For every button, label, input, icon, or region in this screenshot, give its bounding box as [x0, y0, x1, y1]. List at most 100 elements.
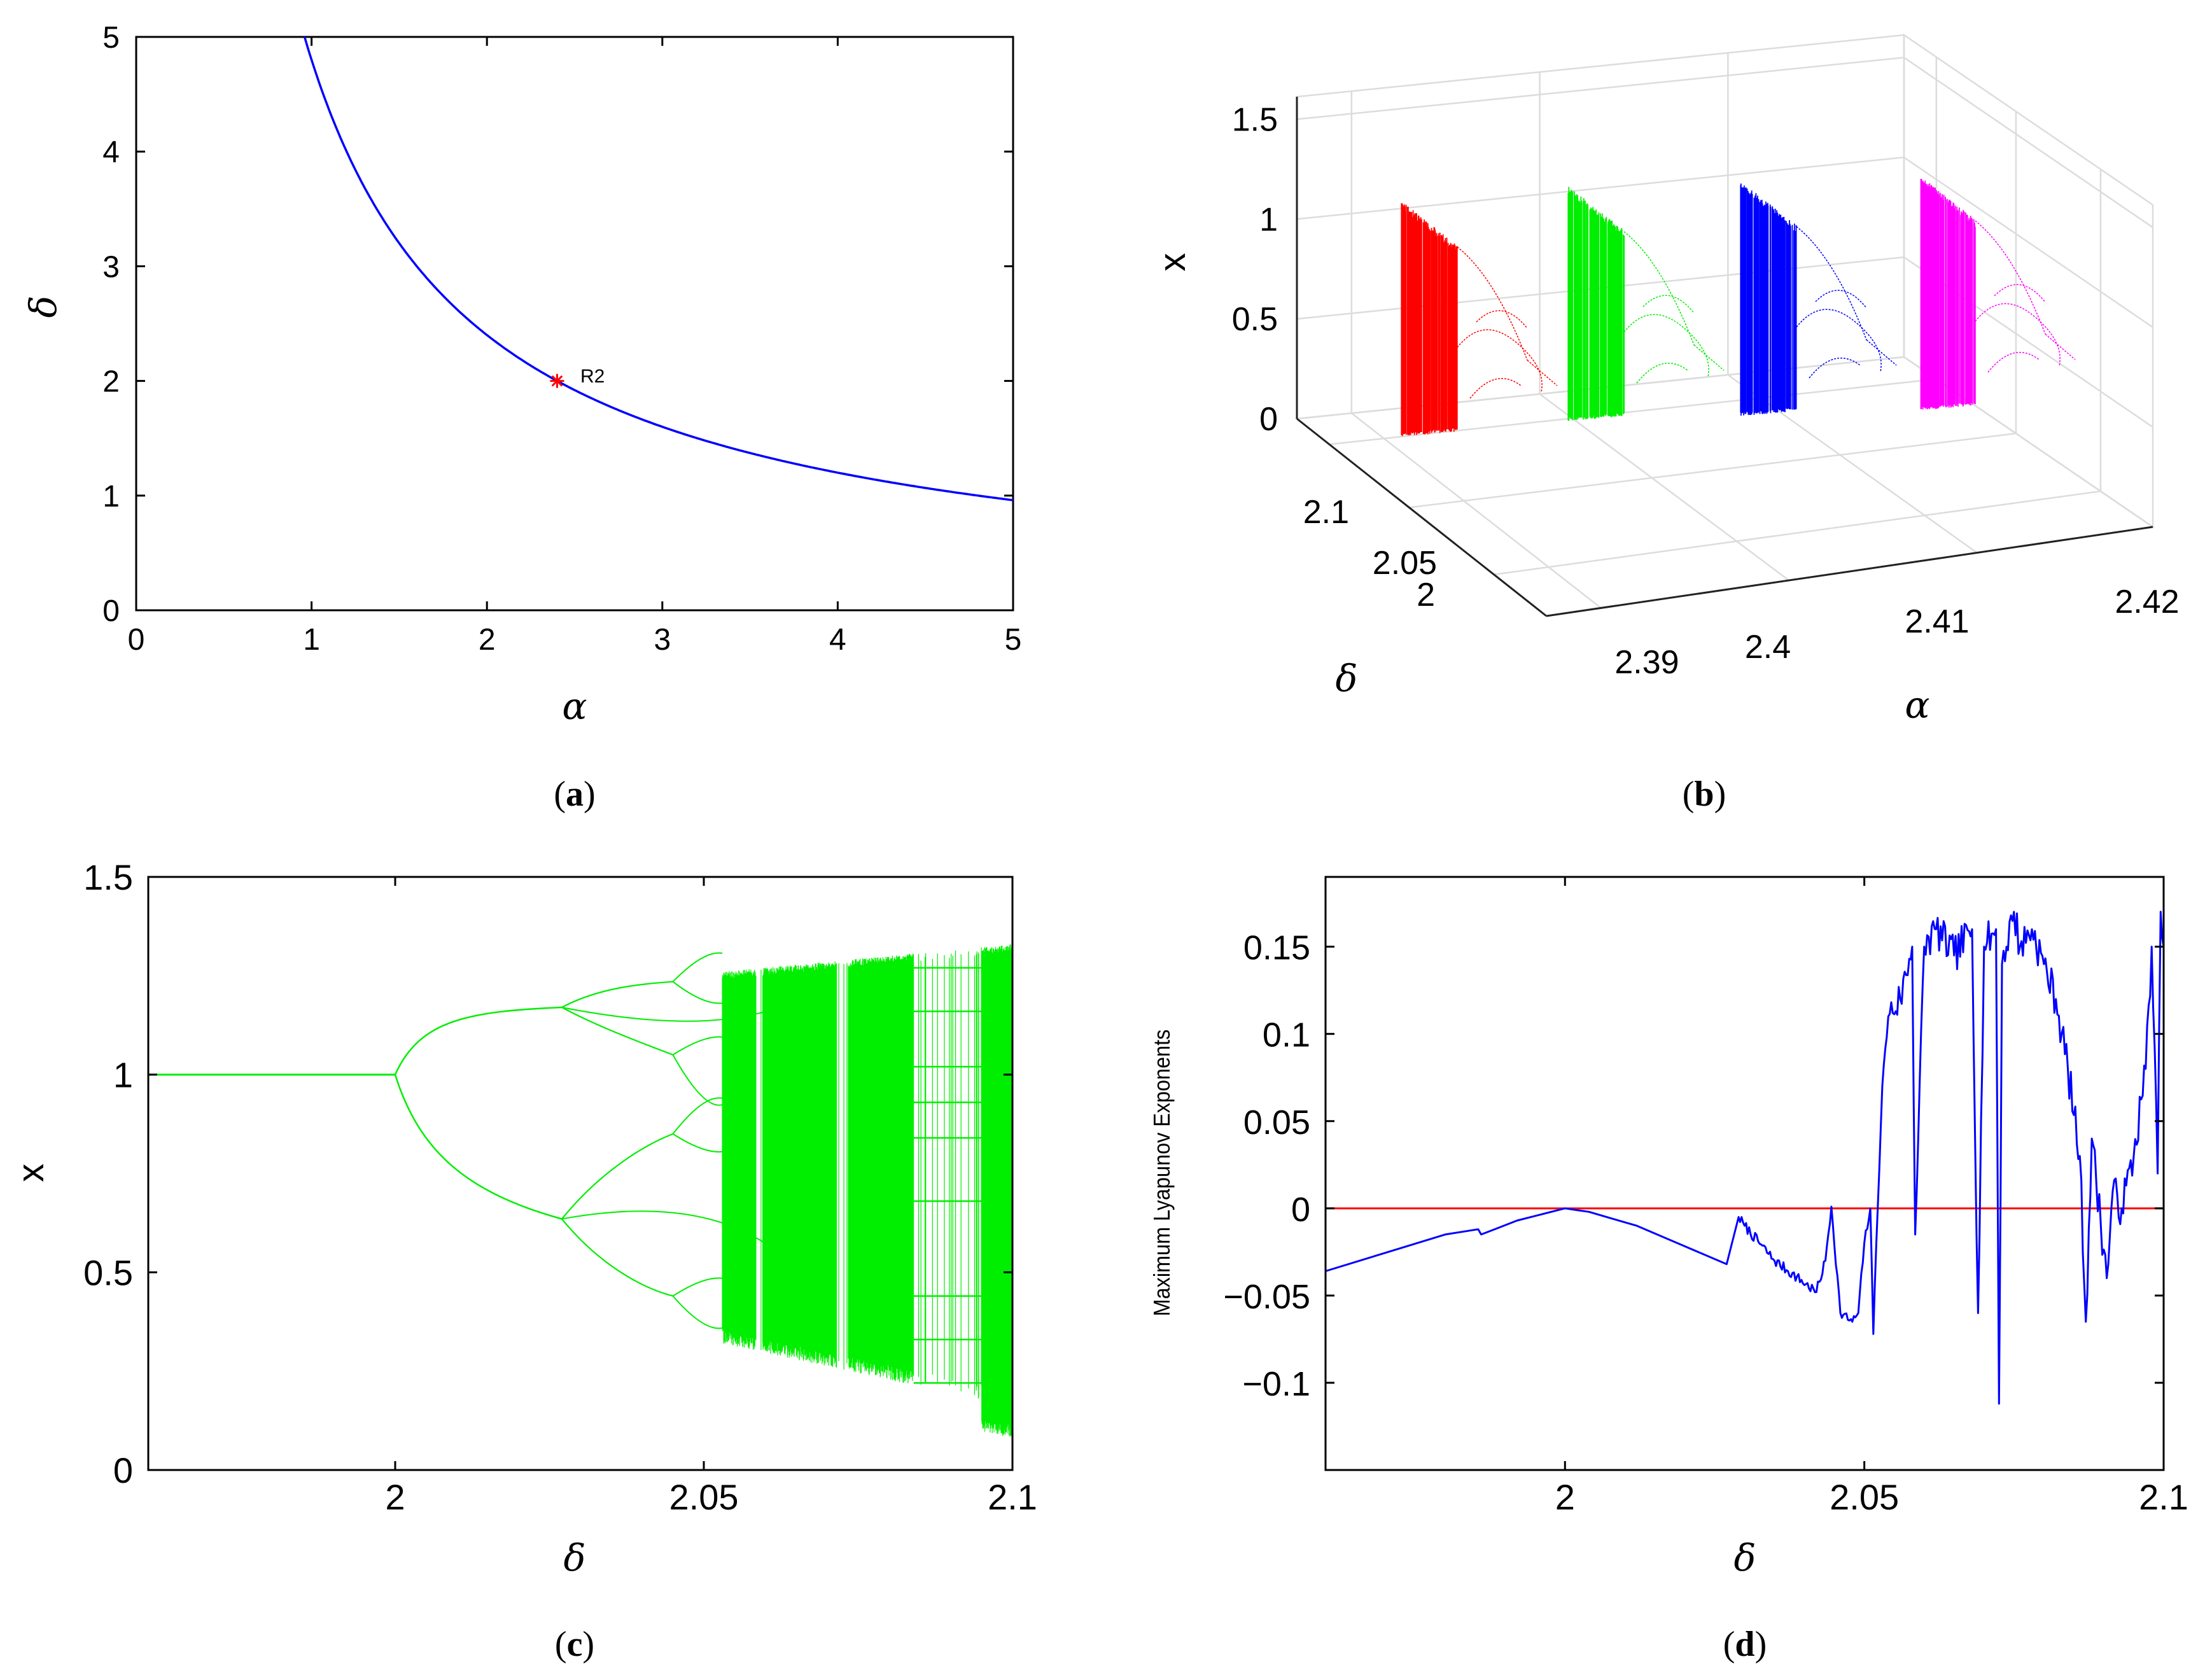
panel-b-slice-branches — [1623, 231, 1725, 384]
panel-a-r2-marker — [550, 374, 564, 388]
panel-b-grid-alpha — [1727, 374, 1978, 554]
panel-b-ytick-label: 2.1 — [1303, 494, 1349, 531]
panel-a-r2-marker-stroke — [551, 375, 563, 387]
panel-b-grid-alpha — [1351, 412, 1602, 609]
panel-a-axes-box — [135, 36, 1014, 612]
panel-c-xtick-label: 2.1 — [988, 1477, 1037, 1517]
panel-a-curve — [303, 36, 1014, 501]
panel-b-grid-delta — [1329, 378, 1936, 445]
panel-b-xtick-label: 2.42 — [2115, 584, 2179, 620]
panel-a-xlabel: α — [562, 685, 587, 728]
panel-c-axes-box — [147, 876, 1014, 1471]
panel-c-ytick-label: 1 — [113, 1055, 133, 1095]
panel-b-grid-z — [1296, 356, 2153, 528]
panel-d-ytick-label: −0.1 — [1242, 1365, 1310, 1403]
panel-b: 0 0.5 1 1.5 22.05 2.1 2.39 2.4 2.41 2.42 α δ x (b… — [1152, 33, 2180, 814]
panel-a-ytick-label: 4 — [102, 136, 120, 169]
panel-c-p4-d — [561, 1218, 673, 1297]
panel-d-mle-line — [1325, 911, 2165, 1405]
panel-c-p8-dn — [672, 981, 723, 1004]
panel-d-ticks: 2 2.05 2.1 0.15 0.1 0.05 0 −0.05 −0.1 — [1223, 877, 2188, 1517]
panel-c-p8-dn — [672, 1295, 723, 1329]
panel-b-ticks: 0 0.5 1 1.5 22.05 2.1 2.39 2.4 2.41 2.42 — [1232, 101, 2180, 681]
panel-c-period2-lower — [394, 1074, 563, 1220]
panel-a-r2-label: R2 — [580, 366, 605, 387]
panel-b-slice-band — [1920, 179, 1976, 410]
panel-d-xlabel: δ — [1734, 1536, 1756, 1579]
panel-d-xtick-label: 2.1 — [2139, 1477, 2188, 1517]
panel-a-ticks: 0 1 2 3 4 5 0 1 2 3 4 5 — [102, 21, 1021, 657]
panel-b-grid-delta — [1494, 490, 2101, 576]
panel-d-ytick-label: 0 — [1291, 1191, 1310, 1229]
panel-b-grid-z — [1296, 156, 2153, 328]
panel-a-xtick-label: 2 — [479, 623, 496, 657]
panel-d-ytick-label: 0.1 — [1263, 1016, 1310, 1054]
panel-c-p8-up — [672, 1277, 723, 1297]
panel-b-slice-branches — [1457, 246, 1558, 399]
panel-b-ytick-label: 2 — [1417, 577, 1435, 613]
panel-a-ytick-label: 5 — [102, 21, 120, 55]
panel-a-ytick-label: 2 — [102, 365, 120, 399]
panel-c-ticks: 2 2.05 2.1 0 0.5 1 1.5 — [83, 857, 1037, 1517]
panel-c-p4-b — [561, 1007, 673, 1056]
panel-d-ytick-label: 0.15 — [1243, 929, 1310, 967]
panel-b-delta-label: δ — [1336, 657, 1358, 700]
panel-b-ztick-label: 1 — [1259, 201, 1278, 238]
panel-c-ytick-label: 0 — [113, 1450, 133, 1490]
panel-c-periodic-window — [913, 967, 982, 1384]
panel-a-xtick-label: 3 — [654, 623, 671, 657]
panel-c-p8-up — [672, 952, 723, 983]
panel-a-xtick-label: 4 — [829, 623, 846, 657]
panel-b-grid-alpha — [1539, 393, 1789, 582]
panel-b-ytick-label: 2.05 — [1373, 545, 1437, 582]
panel-c-p8-dn — [672, 1133, 723, 1153]
panel-b-grid-z — [1296, 57, 2153, 228]
panel-b-slice-band — [1740, 183, 1797, 416]
panel-a-ytick-label: 0 — [102, 594, 120, 628]
panel-c-xtick-label: 2.05 — [669, 1477, 739, 1517]
panel-d-xtick-label: 2.05 — [1830, 1477, 1899, 1517]
panel-a: 0 1 2 3 4 5 0 1 2 3 4 5 R2 α δ (a) — [22, 21, 1021, 814]
panel-b-ztick-label: 0 — [1259, 401, 1278, 438]
panel-b-xtick-label: 2.41 — [1905, 603, 1969, 640]
panel-c-xtick-label: 2 — [385, 1477, 405, 1517]
panel-a-ytick-label: 1 — [102, 480, 120, 514]
panel-c-p8-dn — [672, 1054, 723, 1106]
panel-d-xtick-label: 2 — [1555, 1477, 1575, 1517]
panel-c-p4-a — [561, 981, 673, 1008]
panel-b-ztick-label: 1.5 — [1232, 101, 1278, 138]
panel-b-slice-band — [1401, 203, 1458, 437]
panel-a-ytick-label: 3 — [102, 250, 120, 284]
panel-c-p4-c — [561, 1133, 673, 1220]
panel-c-fin-lower — [561, 1210, 779, 1254]
panel-c: 2 2.05 2.1 0 0.5 1 1.5 δ x (c) — [10, 857, 1037, 1664]
panel-a-xtick-label: 0 — [128, 623, 145, 657]
panel-b-alpha-axis — [1546, 526, 2153, 617]
panel-b-slice-branches — [1796, 226, 1897, 379]
panel-b-slice-2.41 — [1740, 183, 1897, 416]
panel-c-ytick-label: 1.5 — [83, 857, 133, 897]
panel-b-axes — [1296, 97, 2153, 617]
panel-b-xtick-label: 2.39 — [1614, 644, 1679, 681]
panel-b-xtick-label: 2.4 — [1745, 629, 1791, 666]
panel-c-ytick-label: 0.5 — [83, 1252, 133, 1292]
panel-b-grid — [1294, 33, 2155, 617]
panel-b-slice-2.42 — [1920, 179, 2076, 410]
panel-c-xlabel: δ — [564, 1536, 586, 1579]
panel-b-slice-2.39 — [1401, 203, 1558, 437]
panel-b-caption: (b) — [1683, 774, 1726, 814]
panel-b-ztick-label: 0.5 — [1232, 301, 1278, 338]
panel-d-caption: (d) — [1723, 1625, 1767, 1664]
panel-b-grid-z — [1296, 256, 2153, 428]
panel-b-grid-delta — [1409, 432, 2017, 508]
panel-b-slices — [1401, 179, 2076, 437]
panel-a-caption: (a) — [554, 774, 595, 814]
panel-d-ytick-label: 0.05 — [1243, 1103, 1310, 1142]
panel-b-delta-axis — [1296, 417, 1547, 617]
panel-b-alpha-label: α — [1905, 683, 1929, 727]
panel-c-ylabel: x — [10, 1164, 52, 1182]
panel-b-slice-band — [1567, 186, 1625, 421]
panel-a-xtick-label: 1 — [303, 623, 320, 657]
panel-c-p8-up — [672, 1097, 723, 1135]
